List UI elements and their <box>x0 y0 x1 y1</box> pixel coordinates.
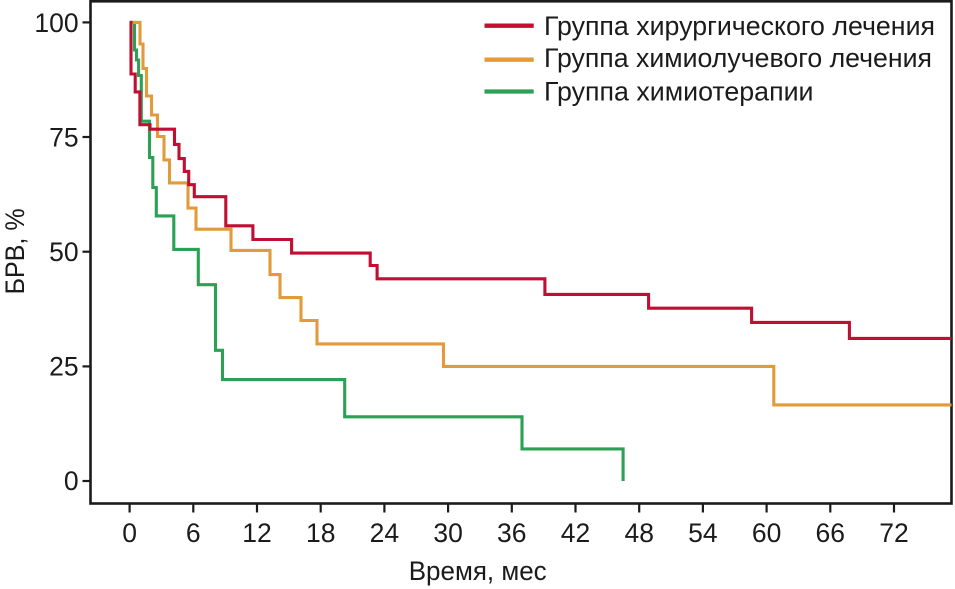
svg-text:Группа химиотерапии: Группа химиотерапии <box>544 77 814 107</box>
svg-text:42: 42 <box>561 518 590 548</box>
svg-text:36: 36 <box>497 518 526 548</box>
svg-text:30: 30 <box>433 518 462 548</box>
svg-text:Время, мес: Время, мес <box>409 556 547 586</box>
svg-text:6: 6 <box>186 518 201 548</box>
svg-text:Группа хирургического лечения: Группа хирургического лечения <box>544 11 935 41</box>
svg-text:60: 60 <box>752 518 781 548</box>
svg-text:18: 18 <box>306 518 335 548</box>
svg-text:24: 24 <box>370 518 399 548</box>
svg-text:25: 25 <box>49 352 78 382</box>
svg-text:БРВ, %: БРВ, % <box>0 208 30 294</box>
svg-text:0: 0 <box>64 466 79 496</box>
svg-text:48: 48 <box>624 518 653 548</box>
svg-text:12: 12 <box>242 518 271 548</box>
svg-text:100: 100 <box>34 8 78 38</box>
svg-text:66: 66 <box>816 518 845 548</box>
svg-text:75: 75 <box>49 123 78 153</box>
svg-text:54: 54 <box>688 518 717 548</box>
svg-text:50: 50 <box>49 237 78 267</box>
svg-text:72: 72 <box>879 518 908 548</box>
svg-text:Группа химиолучевого лечения: Группа химиолучевого лечения <box>544 43 932 73</box>
svg-text:0: 0 <box>122 518 137 548</box>
